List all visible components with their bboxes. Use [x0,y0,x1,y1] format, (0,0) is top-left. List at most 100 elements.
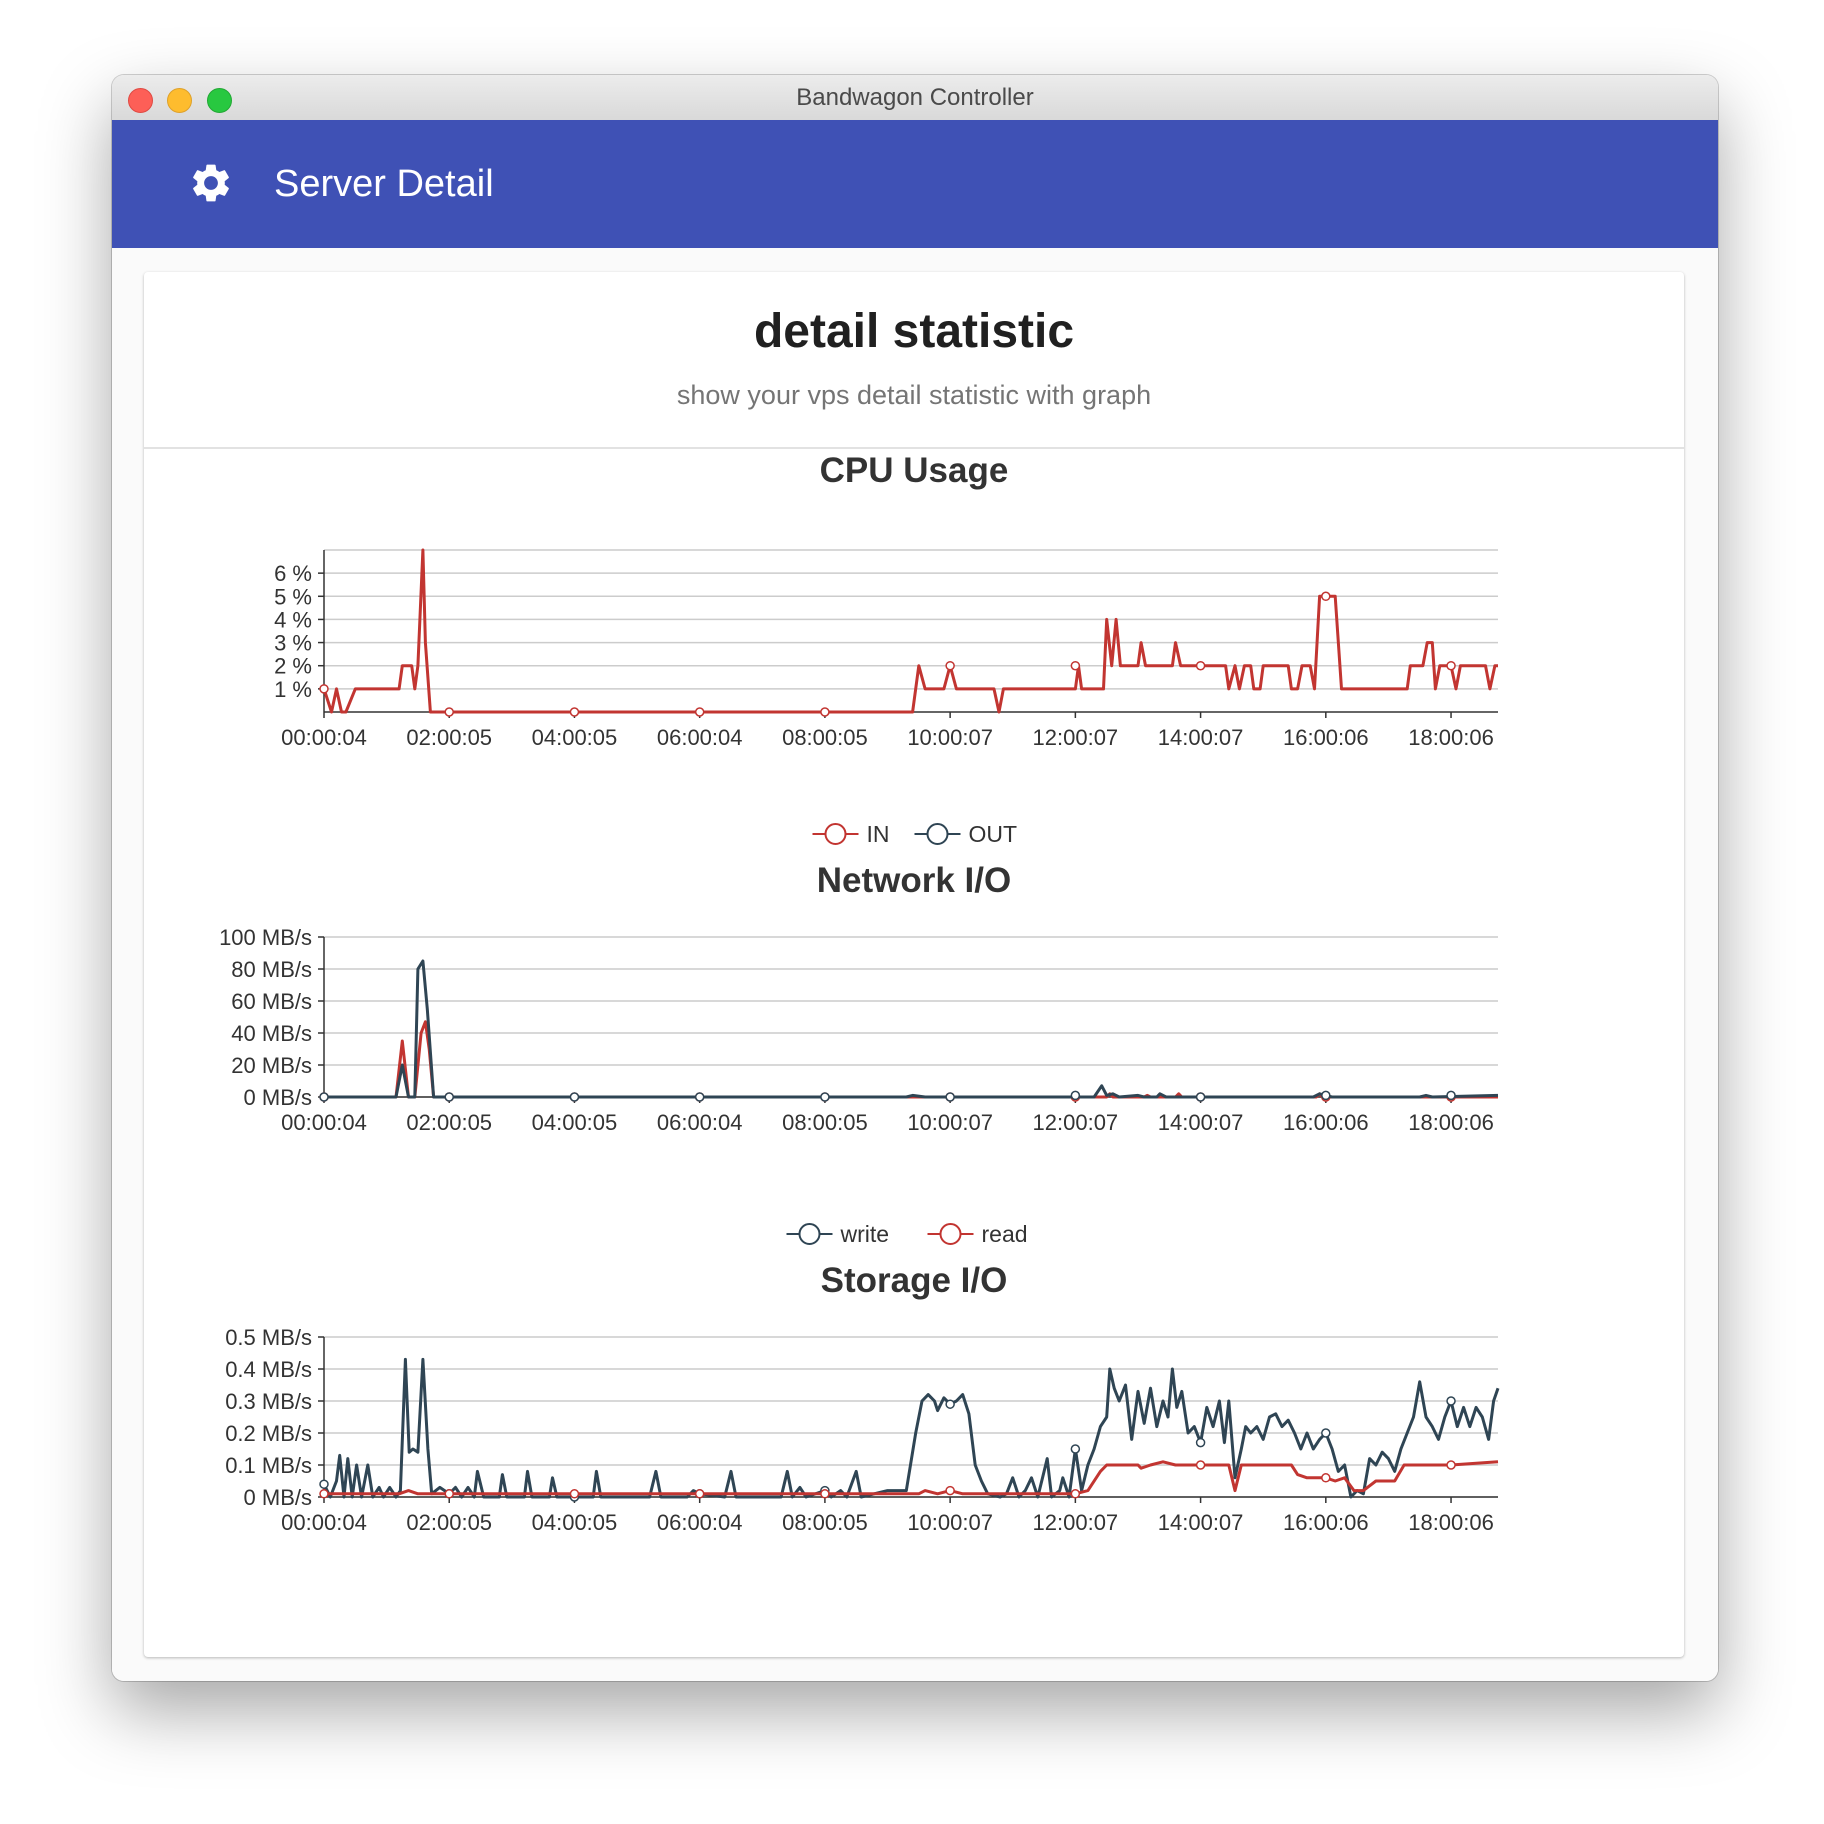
legend-marker [798,1223,821,1245]
cpu-series-cpu-point[interactable] [569,707,580,717]
storage-legend-item-read[interactable]: read [927,1221,1028,1247]
storage-series-read-point[interactable] [945,1485,955,1496]
storage-x-tick-label: 10:00:07 [907,1510,993,1535]
storage-series-write-point[interactable] [1195,1437,1206,1448]
network-series-out-point[interactable] [444,1092,454,1102]
storage-series-write-point[interactable] [319,1479,329,1489]
cpu-series-cpu-point[interactable] [694,707,705,717]
network-y-tick-label: 80 MB/s [231,957,312,982]
network-series-out-point[interactable] [319,1092,329,1102]
storage-series-write-point[interactable] [1446,1396,1456,1406]
cpu-x-tick-label: 00:00:04 [281,725,367,750]
cpu-usage-chart[interactable]: CPU Usage 1 %2 %3 %4 %5 %6 % 00:00:04 02:00… [144,447,1684,767]
storage-x-tick-label: 08:00:05 [782,1510,868,1535]
cpu-x-tick-label: 04:00:05 [532,725,618,750]
legend-label: read [982,1221,1028,1247]
storage-x-tick-label: 16:00:06 [1283,1510,1369,1535]
storage-series-read-point[interactable] [319,1489,329,1499]
storage-x-tick-label: 12:00:07 [1033,1510,1119,1535]
network-series-out-point[interactable] [1446,1090,1456,1101]
app-window: Bandwagon Controller Server Detail detai… [112,75,1718,1681]
legend-label: write [840,1221,890,1247]
network-y-tick-label: 100 MB/s [219,925,312,950]
page-title: Server Detail [274,163,494,205]
storage-x-tick-label: 00:00:04 [281,1510,367,1535]
network-series-out-line [324,959,1499,1099]
storage-series-read-point[interactable] [694,1489,705,1499]
network-series-out-point[interactable] [1321,1090,1331,1101]
network-x-tick-label: 18:00:06 [1408,1110,1494,1135]
storage-x-tick-label: 02:00:05 [406,1510,492,1535]
storage-x-tick-label: 04:00:05 [532,1510,618,1535]
card-title: detail statistic [753,305,1075,358]
storage-series-read-point[interactable] [820,1489,830,1499]
cpu-series-cpu-point[interactable] [1070,660,1081,671]
minimize-window-button[interactable] [167,88,192,113]
network-x-tick-label: 12:00:07 [1033,1110,1119,1135]
storage-y-tick-label: 0 MB/s [244,1485,312,1510]
storage-y-tick-label: 0.4 MB/s [225,1357,312,1382]
storage-x-tick-label: 06:00:04 [657,1510,743,1535]
app-bar: Server Detail [112,120,1718,248]
legend-label: IN [867,821,890,847]
main-content[interactable]: detail statistic show your vps detail st… [112,248,1718,1681]
storage-series-read-point[interactable] [1070,1489,1081,1499]
network-legend-item-out[interactable]: OUT [914,821,1018,847]
storage-series-read-point[interactable] [1195,1460,1206,1470]
network-y-tick-label: 0 MB/s [244,1085,312,1110]
window-titlebar[interactable]: Bandwagon Controller [112,75,1718,121]
storage-series-write-point[interactable] [1070,1444,1081,1454]
cpu-series-cpu-point[interactable] [820,707,830,717]
cpu-series-cpu-point[interactable] [1195,660,1206,671]
gear-icon[interactable] [188,160,234,206]
storage-series-read-point[interactable] [1321,1473,1331,1483]
zoom-window-button[interactable] [207,88,232,113]
network-series-out-point[interactable] [820,1092,830,1102]
network-io-chart[interactable]: Network I/O IN OUT 0 MB/s 20 MB/s 40 MB/s 60 M… [144,767,1684,1167]
storage-y-tick-label: 0.2 MB/s [225,1421,312,1446]
cpu-series-cpu-point[interactable] [945,660,955,671]
network-y-tick-label: 40 MB/s [231,1021,312,1046]
cpu-y-tick-label: 3 % [274,631,312,656]
network-x-tick-label: 06:00:04 [657,1110,743,1135]
network-y-tick-label: 60 MB/s [231,989,312,1014]
legend-marker [939,1223,962,1245]
storage-io-chart[interactable]: Storage I/O write read 0 MB/s 0.1 MB/s 0.2 MB… [144,1167,1684,1567]
network-x-tick-label: 02:00:05 [406,1110,492,1135]
cpu-x-tick-label: 14:00:07 [1158,725,1244,750]
statistics-card: detail statistic show your vps detail st… [144,272,1684,1657]
cpu-series-cpu-point[interactable] [1446,660,1456,671]
legend-label: OUT [969,821,1018,847]
network-chart-title: Network I/O [817,861,1011,900]
storage-series-write-point[interactable] [1321,1428,1331,1438]
network-x-tick-label: 00:00:04 [281,1110,367,1135]
legend-marker [926,823,949,845]
close-window-button[interactable] [128,88,153,113]
storage-legend-item-write[interactable]: write [786,1221,890,1247]
cpu-x-tick-label: 10:00:07 [907,725,993,750]
cpu-series-cpu-point[interactable] [1321,591,1331,602]
network-x-tick-label: 16:00:06 [1283,1110,1369,1135]
cpu-y-tick-label: 5 % [274,584,312,609]
storage-series-write-point[interactable] [945,1399,955,1409]
network-series-out-point[interactable] [569,1092,580,1102]
cpu-x-tick-label: 06:00:04 [657,725,743,750]
storage-series-read-line [324,1460,1499,1496]
storage-series-read-point[interactable] [569,1489,580,1499]
card-subtitle: show your vps detail statistic with grap… [676,380,1152,410]
network-legend-item-in[interactable]: IN [812,821,890,847]
cpu-series-cpu-point[interactable] [319,684,329,694]
network-series-out-point[interactable] [1195,1092,1206,1102]
storage-series-read-point[interactable] [1446,1460,1456,1470]
network-series-out-point[interactable] [1070,1090,1081,1101]
card-header: detail statistic show your vps detail st… [144,272,1684,449]
storage-y-tick-label: 0.5 MB/s [225,1325,312,1350]
cpu-x-tick-label: 08:00:05 [782,725,868,750]
cpu-series-cpu-point[interactable] [444,707,454,717]
storage-y-tick-label: 0.1 MB/s [225,1453,312,1478]
storage-y-tick-label: 0.3 MB/s [225,1389,312,1414]
network-series-out-point[interactable] [945,1092,955,1102]
storage-series-read-point[interactable] [444,1489,454,1499]
network-series-out-point[interactable] [694,1092,705,1102]
network-x-tick-label: 14:00:07 [1158,1110,1244,1135]
